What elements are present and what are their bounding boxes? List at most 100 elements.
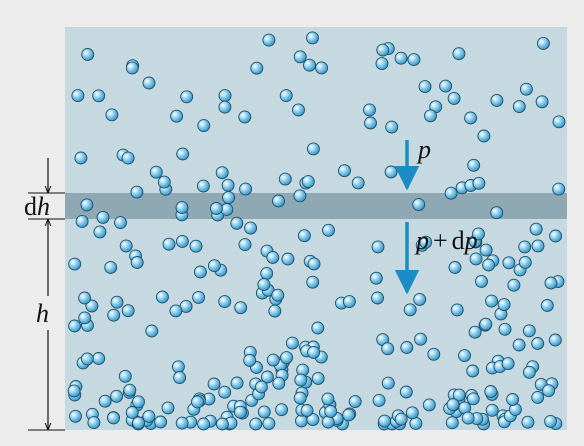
particle xyxy=(231,217,243,229)
particle xyxy=(465,112,477,124)
particle xyxy=(302,176,314,188)
particle xyxy=(414,293,426,305)
particle xyxy=(476,275,488,287)
particle xyxy=(272,289,284,301)
particle xyxy=(239,239,251,251)
particle xyxy=(553,116,565,128)
particle xyxy=(459,350,471,362)
particle xyxy=(198,418,210,430)
particle xyxy=(70,410,82,422)
particle xyxy=(298,230,310,242)
particle xyxy=(532,240,544,252)
particle xyxy=(261,267,273,279)
diagram: dh h p p+dp xyxy=(0,0,584,446)
particle xyxy=(308,346,320,358)
particle xyxy=(486,295,498,307)
particle xyxy=(352,177,364,189)
particle xyxy=(251,62,263,74)
particle xyxy=(239,111,251,123)
particle xyxy=(115,217,127,229)
particle xyxy=(343,409,355,421)
particle xyxy=(530,223,542,235)
height-label: h xyxy=(36,299,49,328)
d: d xyxy=(24,192,37,221)
particle xyxy=(468,159,480,171)
particle xyxy=(372,241,384,253)
particle xyxy=(304,59,316,71)
particle xyxy=(193,291,205,303)
particle xyxy=(231,377,243,389)
particle xyxy=(448,92,460,104)
particle xyxy=(467,393,479,405)
particle xyxy=(208,260,220,272)
particle xyxy=(532,338,544,350)
particle xyxy=(294,51,306,63)
particle xyxy=(163,238,175,250)
particle xyxy=(222,179,234,191)
particle xyxy=(325,405,337,417)
particle xyxy=(126,407,138,419)
particle xyxy=(312,372,324,384)
particle xyxy=(532,391,544,403)
particle xyxy=(545,415,557,427)
particle xyxy=(176,235,188,247)
particle xyxy=(156,291,168,303)
particle xyxy=(250,418,262,430)
op: + xyxy=(433,226,448,255)
particle xyxy=(301,405,313,417)
particle xyxy=(240,183,252,195)
particle xyxy=(190,240,202,252)
particle xyxy=(415,333,427,345)
particle xyxy=(379,415,391,427)
particle xyxy=(210,203,222,215)
particle xyxy=(377,44,389,56)
particle xyxy=(322,416,334,428)
particle xyxy=(280,90,292,102)
particle xyxy=(255,381,267,393)
layer-thickness-label: dh xyxy=(24,192,50,221)
particle xyxy=(69,320,81,332)
particle xyxy=(111,296,123,308)
particle xyxy=(106,109,118,121)
particle xyxy=(478,130,490,142)
particle xyxy=(155,416,167,428)
particle xyxy=(483,259,495,271)
pressure-bottom-label: p+dp xyxy=(414,226,478,255)
var: p xyxy=(414,226,429,255)
particle xyxy=(281,352,293,364)
particle xyxy=(108,412,120,424)
particle xyxy=(170,305,182,317)
particle xyxy=(485,386,497,398)
particle xyxy=(131,257,143,269)
particle xyxy=(308,258,320,270)
particle xyxy=(124,384,136,396)
particle xyxy=(263,34,275,46)
particle xyxy=(267,252,279,264)
particle xyxy=(177,148,189,160)
particle xyxy=(519,256,531,268)
particle xyxy=(453,48,465,60)
particle xyxy=(293,104,305,116)
particle xyxy=(219,386,231,398)
particle xyxy=(146,325,158,337)
particle xyxy=(192,396,204,408)
particle xyxy=(508,279,520,291)
particle xyxy=(373,394,385,406)
particle xyxy=(549,334,561,346)
particle xyxy=(82,49,94,61)
var: h xyxy=(37,192,50,221)
particle xyxy=(541,300,553,312)
particle xyxy=(323,224,335,236)
pressure-top-label: p xyxy=(416,135,431,164)
particle xyxy=(382,377,394,389)
particle xyxy=(307,143,319,155)
particle xyxy=(502,358,514,370)
particle xyxy=(69,258,81,270)
particle xyxy=(370,272,382,284)
particle xyxy=(269,305,281,317)
particle xyxy=(473,177,485,189)
particle xyxy=(553,183,565,195)
particle xyxy=(413,199,425,211)
particle xyxy=(349,396,361,408)
particle xyxy=(194,266,206,278)
